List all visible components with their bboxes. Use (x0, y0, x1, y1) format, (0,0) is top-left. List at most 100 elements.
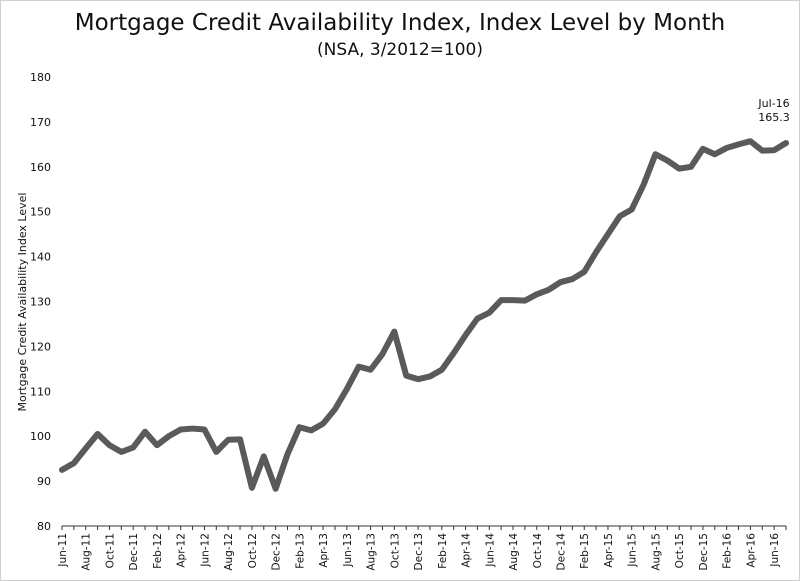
data-point (688, 164, 694, 169)
data-point (368, 367, 373, 372)
data-point (463, 332, 468, 338)
data-point (320, 421, 326, 426)
y-tick-label: 130 (30, 296, 51, 309)
data-point (95, 431, 100, 437)
x-tick-label: Jun-16 (769, 533, 781, 568)
data-point (439, 367, 445, 372)
data-point (225, 437, 231, 442)
x-tick-label: Oct-14 (532, 533, 544, 569)
data-point (593, 249, 599, 255)
x-tick-label: Feb-16 (722, 533, 734, 569)
x-tick-label: Aug-14 (508, 533, 520, 571)
x-tick-label: Apr-12 (176, 533, 188, 568)
x-tick-label: Dec-15 (698, 533, 710, 570)
x-tick-label: Dec-12 (271, 533, 283, 570)
data-point (558, 279, 563, 285)
data-point (190, 426, 195, 431)
y-tick-label: 180 (30, 71, 51, 84)
x-tick-label: Feb-14 (437, 533, 449, 569)
data-point (83, 446, 88, 451)
data-point (154, 442, 160, 448)
y-tick-label: 160 (30, 161, 51, 174)
data-point (249, 485, 255, 491)
x-tick-label: Dec-13 (413, 533, 425, 570)
data-point (712, 152, 717, 157)
data-point (59, 467, 65, 473)
y-tick-label: 140 (30, 251, 51, 264)
data-point (475, 316, 480, 321)
x-tick-label: Apr-13 (318, 533, 330, 568)
x-tick-label: Oct-11 (104, 533, 116, 568)
data-point (309, 428, 314, 433)
y-tick-label: 150 (30, 206, 51, 219)
x-tick-label: Aug-15 (650, 533, 662, 571)
x-tick-label: Feb-15 (579, 533, 591, 569)
data-point (783, 140, 789, 146)
data-point (297, 425, 302, 430)
data-point (344, 386, 350, 392)
x-tick-label: Oct-13 (389, 533, 401, 568)
data-point (178, 427, 183, 432)
chart-title: Mortgage Credit Availability Index, Inde… (74, 10, 726, 36)
data-point (617, 213, 623, 219)
data-point (676, 166, 682, 171)
x-tick-label: Feb-13 (294, 533, 306, 569)
x-tick-label: Apr-15 (603, 533, 615, 568)
data-point (546, 287, 551, 293)
x-tick-label: Jun-13 (342, 533, 354, 568)
data-point (142, 429, 148, 434)
data-point (582, 269, 587, 275)
x-tick-label: Oct-12 (247, 533, 259, 568)
data-point (724, 145, 729, 151)
annotation-value-label: 165.3 (758, 111, 790, 124)
data-point (392, 329, 397, 334)
data-point (605, 231, 611, 237)
y-tick-label: 170 (30, 116, 51, 129)
data-point (771, 147, 777, 153)
data-point (119, 449, 124, 455)
y-tick-label: 110 (30, 385, 51, 398)
y-axis-label: Mortgage Credit Availability Index Level (16, 193, 29, 412)
x-tick-label: Jun-11 (57, 533, 69, 568)
data-point (700, 146, 706, 152)
data-point (285, 451, 290, 457)
y-tick-label: 80 (37, 520, 51, 533)
data-point (665, 158, 670, 163)
x-tick-label: Jun-12 (199, 533, 211, 568)
data-point (261, 454, 266, 459)
data-point (273, 486, 278, 491)
data-point (748, 139, 753, 144)
data-point (570, 276, 575, 282)
x-tick-label: Aug-12 (223, 533, 235, 571)
data-point (380, 351, 385, 357)
x-tick-label: Aug-11 (81, 533, 93, 571)
data-point (451, 350, 456, 356)
data-point (510, 297, 516, 303)
x-tick-label: Apr-16 (745, 533, 757, 568)
data-point (427, 374, 433, 379)
data-point (522, 298, 528, 303)
y-tick-label: 100 (30, 430, 51, 443)
y-axis-ticks: 80 90 100 110 120 130 140 150 160 170 180 (30, 71, 51, 533)
data-point (534, 292, 539, 297)
y-tick-label: 90 (37, 475, 51, 488)
data-point (237, 437, 243, 442)
x-tick-label: Jun-14 (484, 533, 496, 568)
data-point (403, 373, 409, 378)
data-point (202, 427, 207, 432)
x-tick-label: Aug-13 (366, 533, 378, 571)
data-point (498, 297, 504, 303)
y-tick-label: 120 (30, 340, 51, 353)
annotation-date-label: Jul-16 (757, 97, 789, 110)
data-point (653, 152, 658, 157)
data-point (166, 434, 172, 439)
data-point (641, 182, 646, 187)
data-point (736, 142, 741, 147)
x-tick-label: Feb-12 (152, 533, 164, 569)
x-tick-label: Jun-15 (627, 533, 639, 568)
data-point (356, 364, 361, 369)
x-tick-label: Oct-15 (674, 533, 686, 568)
data-point (487, 310, 492, 315)
